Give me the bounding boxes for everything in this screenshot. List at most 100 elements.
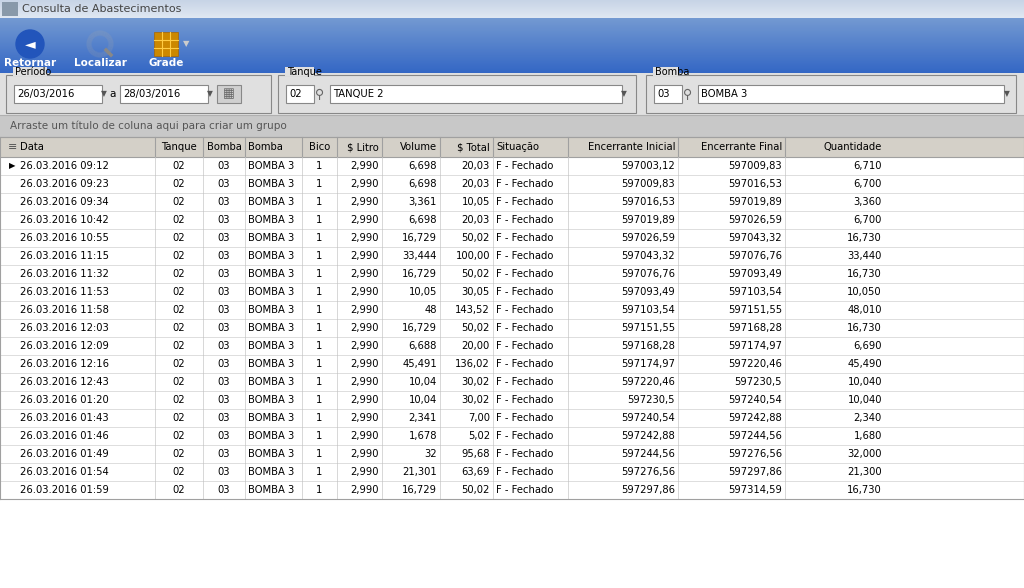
Text: 2,990: 2,990	[350, 485, 379, 495]
Text: 6,698: 6,698	[409, 215, 437, 225]
Text: 597043,32: 597043,32	[728, 233, 782, 243]
Bar	[0, 40, 1024, 41]
Text: Quantidade: Quantidade	[823, 142, 882, 152]
Text: 2,340: 2,340	[854, 413, 882, 423]
Text: BOMBA 3: BOMBA 3	[248, 395, 294, 405]
Text: a: a	[110, 89, 116, 99]
Text: Bico: Bico	[309, 142, 330, 152]
Bar	[0, 52, 1024, 53]
Text: 597168,28: 597168,28	[622, 341, 675, 351]
Bar	[0, 409, 1024, 427]
Bar	[0, 265, 1024, 283]
Text: F - Fechado: F - Fechado	[496, 233, 553, 243]
Text: 10,040: 10,040	[848, 395, 882, 405]
Bar	[0, 55, 1024, 56]
Text: BOMBA 3: BOMBA 3	[248, 377, 294, 387]
Text: 1,680: 1,680	[854, 431, 882, 441]
Text: BOMBA 3: BOMBA 3	[248, 197, 294, 207]
Text: 02: 02	[173, 449, 185, 459]
Text: 10,04: 10,04	[409, 395, 437, 405]
Bar	[285, 67, 314, 76]
Bar	[0, 15, 1024, 16]
Bar	[0, 391, 1024, 409]
Text: 26.03.2016 09:23: 26.03.2016 09:23	[20, 179, 109, 189]
Bar	[0, 63, 1024, 64]
Text: 6,710: 6,710	[853, 161, 882, 171]
Text: 03: 03	[218, 413, 230, 423]
Bar	[0, 21, 1024, 22]
Bar	[0, 65, 1024, 66]
Bar	[0, 36, 1024, 37]
Text: 26.03.2016 01:49: 26.03.2016 01:49	[20, 449, 109, 459]
Text: 2,990: 2,990	[350, 431, 379, 441]
Bar	[0, 67, 1024, 68]
Bar	[120, 85, 208, 103]
Bar	[0, 23, 1024, 24]
Bar	[0, 13, 1024, 14]
Text: 16,730: 16,730	[847, 233, 882, 243]
Bar	[0, 34, 1024, 35]
Text: 597026,59: 597026,59	[621, 233, 675, 243]
Text: 2,990: 2,990	[350, 413, 379, 423]
Text: Situação: Situação	[496, 142, 539, 152]
Text: 32: 32	[424, 449, 437, 459]
Bar	[0, 46, 1024, 48]
Text: BOMBA 3: BOMBA 3	[248, 449, 294, 459]
Text: 1: 1	[316, 269, 323, 279]
Text: 02: 02	[173, 215, 185, 225]
Text: 26.03.2016 11:53: 26.03.2016 11:53	[20, 287, 109, 297]
Bar	[0, 49, 1024, 51]
Bar	[0, 22, 1024, 23]
Text: 3,360: 3,360	[854, 197, 882, 207]
Text: 2,990: 2,990	[350, 377, 379, 387]
Text: 6,700: 6,700	[854, 215, 882, 225]
Text: 33,440: 33,440	[848, 251, 882, 261]
Bar	[0, 53, 1024, 54]
Text: 45,491: 45,491	[402, 359, 437, 369]
Text: 02: 02	[173, 287, 185, 297]
Text: 1: 1	[316, 215, 323, 225]
Text: 02: 02	[289, 89, 302, 99]
Text: ▼: ▼	[1005, 89, 1010, 99]
Text: BOMBA 3: BOMBA 3	[248, 359, 294, 369]
Text: 1: 1	[316, 197, 323, 207]
Bar	[0, 445, 1024, 463]
Text: 26.03.2016 01:59: 26.03.2016 01:59	[20, 485, 109, 495]
Text: 2,990: 2,990	[350, 467, 379, 477]
Text: BOMBA 3: BOMBA 3	[248, 323, 294, 333]
Text: 26.03.2016 10:55: 26.03.2016 10:55	[20, 233, 109, 243]
Text: BOMBA 3: BOMBA 3	[248, 305, 294, 315]
Bar	[0, 58, 1024, 59]
Text: 32,000: 32,000	[848, 449, 882, 459]
Text: Volume: Volume	[400, 142, 437, 152]
Text: 26.03.2016 01:46: 26.03.2016 01:46	[20, 431, 109, 441]
Bar	[0, 57, 1024, 58]
Text: 1: 1	[316, 467, 323, 477]
Text: $ Total: $ Total	[458, 142, 490, 152]
Text: Arraste um título de coluna aqui para criar um grupo: Arraste um título de coluna aqui para cr…	[10, 121, 287, 131]
Text: Bomba: Bomba	[207, 142, 242, 152]
Text: 597009,83: 597009,83	[622, 179, 675, 189]
Text: 6,698: 6,698	[409, 161, 437, 171]
Text: 2,990: 2,990	[350, 305, 379, 315]
Text: 2,990: 2,990	[350, 233, 379, 243]
Text: 1: 1	[316, 161, 323, 171]
Text: 136,02: 136,02	[456, 359, 490, 369]
Text: 48: 48	[425, 305, 437, 315]
Text: ▶: ▶	[9, 162, 15, 171]
Text: 26.03.2016 09:34: 26.03.2016 09:34	[20, 197, 109, 207]
Bar	[698, 85, 1004, 103]
Text: 597240,54: 597240,54	[622, 413, 675, 423]
Text: 20,03: 20,03	[462, 161, 490, 171]
Text: 26.03.2016 09:12: 26.03.2016 09:12	[20, 161, 109, 171]
Text: 597244,56: 597244,56	[622, 449, 675, 459]
Text: 03: 03	[218, 485, 230, 495]
Bar	[646, 75, 1016, 113]
Text: 597076,76: 597076,76	[621, 269, 675, 279]
Bar	[0, 12, 1024, 13]
Bar	[0, 115, 1024, 137]
Text: 1: 1	[316, 395, 323, 405]
Text: 597103,54: 597103,54	[728, 287, 782, 297]
Bar	[0, 4, 1024, 5]
Bar	[0, 53, 1024, 54]
